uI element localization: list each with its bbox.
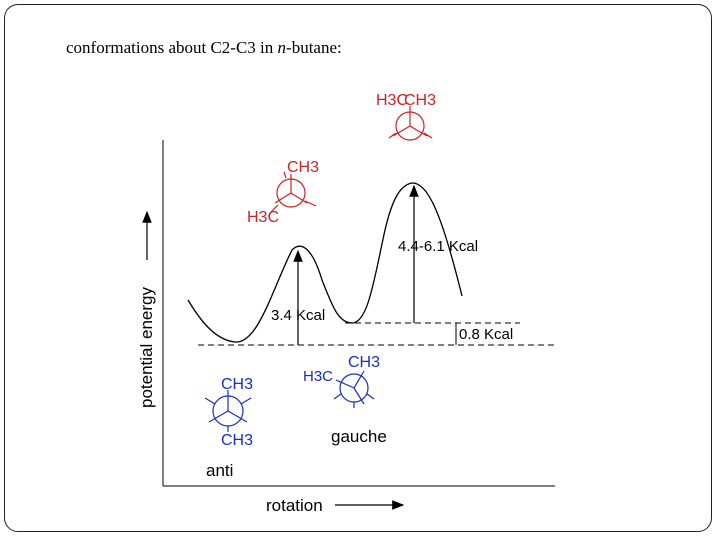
newman-eclipsed-full	[388, 106, 433, 141]
newman-gauche-right-label: CH3	[348, 354, 380, 371]
newman-anti	[204, 390, 252, 432]
barrier-1-label: 3.4 Kcal	[271, 307, 325, 324]
newman-gauche	[333, 370, 375, 408]
gauche-gap-label: 0.8 Kcal	[459, 326, 513, 343]
newman-gauche-name: gauche	[331, 427, 387, 446]
newman-anti-bond-front-right	[227, 410, 248, 423]
newman-eclipsed-partial-top-label: CH3	[287, 159, 319, 176]
newman-eclipsed-full-bond-right	[409, 125, 428, 137]
newman-eclipsed-partial-back-up	[283, 171, 287, 179]
newman-eclipsed-partial	[270, 171, 317, 213]
y-axis-label-group: potential energy	[137, 210, 156, 408]
barrier-2-label: 4.4-6.1 Kcal	[398, 238, 478, 255]
newman-anti-back-label: CH3	[221, 432, 253, 449]
newman-anti-bond-back-left	[204, 397, 216, 405]
newman-eclipsed-full-back-left	[388, 132, 397, 139]
title-suffix: -butane:	[286, 38, 342, 57]
newman-gauche-bond-back-left	[333, 393, 342, 400]
newman-eclipsed-full-left-label: H3C	[376, 92, 408, 109]
x-axis-label-group: rotation	[266, 496, 405, 515]
newman-gauche-bond-front-up	[353, 370, 365, 389]
newman-gauche-bond-front-left	[335, 379, 355, 389]
slide-title: conformations about C2-C3 in n-butane:	[66, 38, 342, 58]
newman-anti-name: anti	[206, 461, 233, 480]
title-prefix: conformations about C2-C3 in	[66, 38, 278, 57]
slide-frame	[4, 4, 712, 532]
newman-eclipsed-partial-back-right	[304, 200, 317, 207]
newman-eclipsed-full-back-right	[423, 132, 433, 139]
newman-gauche-left-label: H3C	[303, 368, 333, 385]
newman-anti-bond-front-left	[208, 410, 229, 423]
newman-eclipsed-partial-left-label: H3C	[247, 209, 279, 226]
newman-anti-front-label: CH3	[221, 376, 253, 393]
newman-eclipsed-partial-back-left	[270, 204, 279, 213]
newman-anti-bond-back-right	[240, 397, 252, 405]
newman-eclipsed-full-bond-left	[392, 125, 411, 137]
newman-eclipsed-partial-bond-left	[274, 192, 292, 204]
newman-eclipsed-full-right-label: CH3	[404, 92, 436, 109]
newman-eclipsed-partial-bond-right	[290, 192, 308, 204]
y-axis-label: potential energy	[137, 287, 156, 408]
x-axis-label: rotation	[266, 496, 323, 515]
energy-curve	[187, 182, 463, 343]
title-italic-n: n	[277, 38, 287, 57]
newman-gauche-bond-front-down	[353, 387, 365, 405]
newman-gauche-bond-back-right	[366, 393, 375, 400]
